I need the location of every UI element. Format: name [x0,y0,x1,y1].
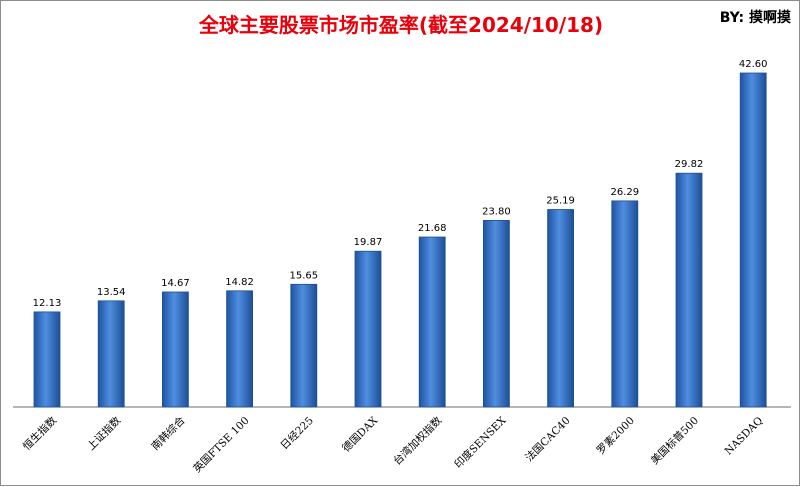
category-label-1: 上证指数 [84,414,123,453]
bar-1 [97,300,125,408]
category-label-9: 罗素2000 [594,414,637,457]
bar-8 [547,209,574,408]
bar-3 [226,290,254,408]
value-label-9: 26.29 [610,187,639,198]
bar-4 [290,283,318,408]
category-label-11: NASDAQ [722,414,765,457]
value-label-10: 29.82 [675,159,704,170]
bar-7 [482,219,510,408]
value-label-7: 23.80 [482,206,511,217]
category-label-8: 法国CAC40 [523,414,573,464]
category-label-2: 南韩综合 [149,414,188,453]
value-label-5: 19.87 [354,237,383,248]
bar-11 [739,72,767,408]
bar-5 [354,250,382,408]
category-label-4: 日经225 [278,414,316,452]
bar-2 [161,291,189,408]
category-label-0: 恒生指数 [20,414,59,453]
value-label-1: 13.54 [97,287,126,298]
category-label-5: 德国DAX [339,414,380,455]
category-label-3: 英国FTSE 100 [191,414,252,475]
bar-9 [611,200,639,408]
bar-0 [33,311,61,408]
value-label-0: 12.13 [33,298,62,309]
bar-6 [418,236,446,408]
bar-10 [675,172,703,408]
value-label-2: 14.67 [161,278,190,289]
byline: BY: 摸啊摸 [719,10,791,26]
value-label-11: 42.60 [739,59,768,70]
value-label-3: 14.82 [225,277,254,288]
category-label-10: 美国标普500 [648,414,701,467]
category-label-6: 台湾加权指数 [391,414,445,468]
value-label-4: 15.65 [289,270,318,281]
chart-title: 全球主要股票市场市盈率(截至2024/10/18) [198,13,604,37]
value-label-8: 25.19 [546,196,575,207]
value-label-6: 21.68 [418,223,447,234]
category-label-7: 印度SENSEX [452,414,509,471]
